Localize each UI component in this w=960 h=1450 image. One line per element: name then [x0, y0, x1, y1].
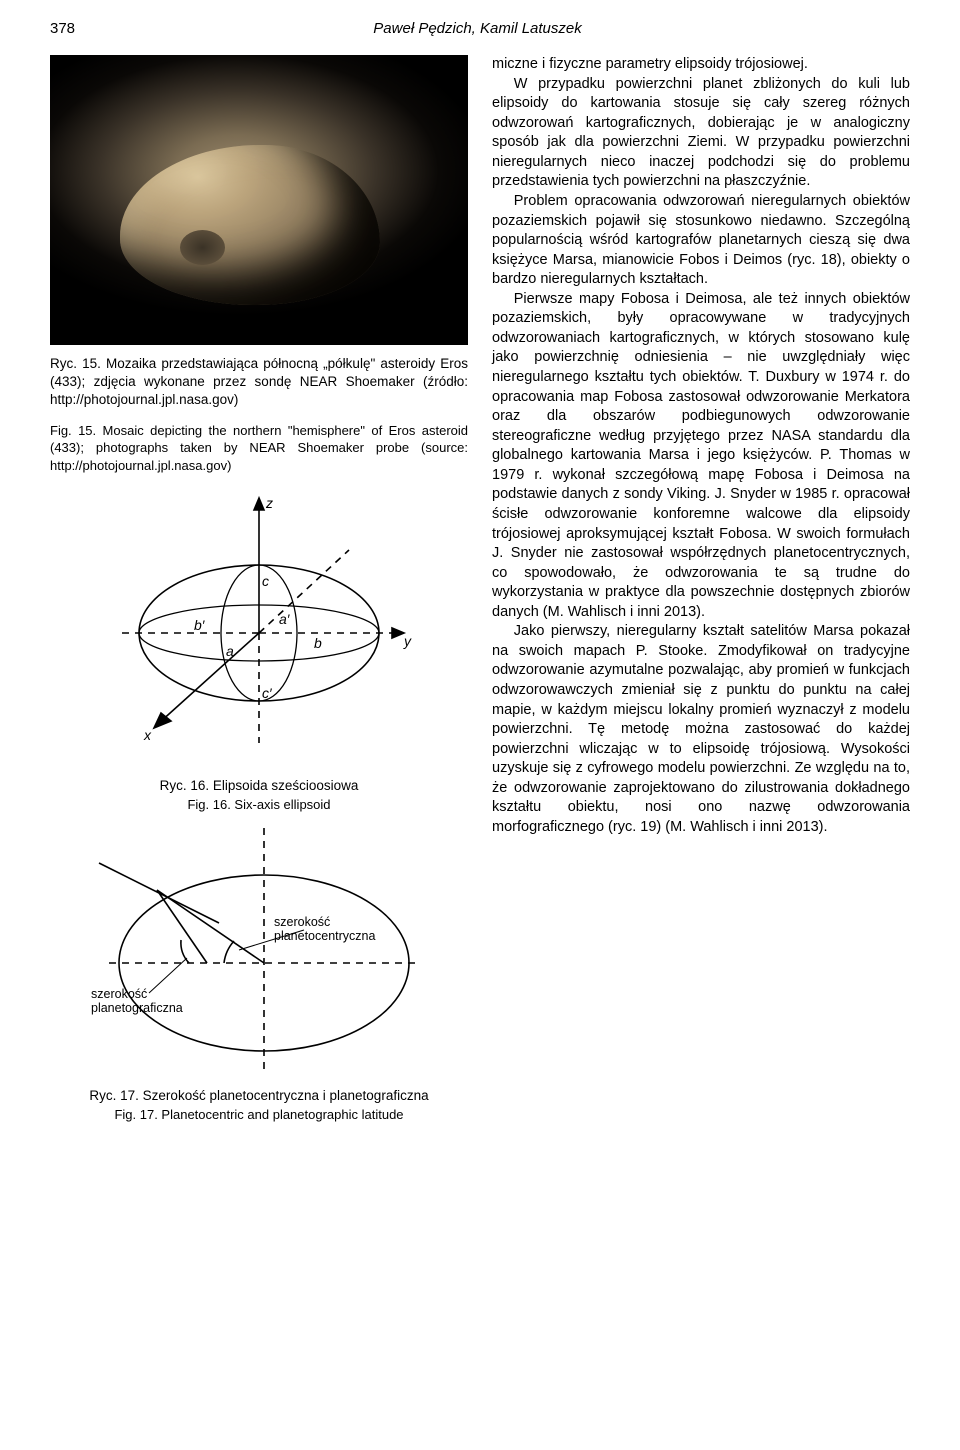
figure-17-caption-en: Fig. 17. Planetocentric and planetograph…: [50, 1107, 468, 1122]
paragraph-1: miczne i fizyczne parametry elipsoidy tr…: [492, 55, 910, 75]
authors: Paweł Pędzich, Kamil Latuszek: [75, 20, 880, 37]
paragraph-2: W przypadku powierzchni planet zbliżonyc…: [492, 75, 910, 192]
label-c: c: [262, 573, 269, 589]
figure-15-caption-pl: Ryc. 15. Mozaika przedstawiająca północn…: [50, 355, 468, 410]
paragraph-4: Pierwsze mapy Fobosa i Deimosa, ale też …: [492, 290, 910, 623]
figure-16-caption-pl: Ryc. 16. Elipsoida sześcioosiowa: [50, 778, 468, 793]
label-a: a: [226, 643, 234, 659]
axis-z-label: z: [265, 495, 273, 511]
axis-x-label: x: [143, 727, 152, 743]
label-b: b: [314, 635, 322, 651]
page-header: 378 Paweł Pędzich, Kamil Latuszek: [50, 20, 910, 37]
label-ap: a′: [279, 611, 291, 627]
label-bp: b′: [194, 617, 206, 633]
figure-16-caption-en: Fig. 16. Six-axis ellipsoid: [50, 797, 468, 812]
figure-17-latitude-diagram: szerokość planetocentryczna szerokość pl…: [89, 828, 429, 1078]
right-column: miczne i fizyczne parametry elipsoidy tr…: [492, 55, 910, 1126]
axis-y-label: y: [403, 633, 412, 649]
paragraph-3: Problem opracowania odwzorowań nieregula…: [492, 192, 910, 290]
figure-16-ellipsoid-diagram: z y x c c′ a a′ b b′: [104, 488, 414, 768]
page-number: 378: [50, 20, 75, 37]
figure-17-caption-pl: Ryc. 17. Szerokość planetocentryczna i p…: [50, 1088, 468, 1103]
two-column-layout: Ryc. 15. Mozaika przedstawiająca północn…: [50, 55, 910, 1126]
planetographic-label: szerokość planetograficzna: [91, 987, 183, 1015]
label-cp: c′: [262, 685, 273, 701]
left-column: Ryc. 15. Mozaika przedstawiająca północn…: [50, 55, 468, 1126]
planetocentric-label: szerokość planetocentryczna: [274, 915, 376, 943]
figure-15-asteroid-image: [50, 55, 468, 345]
paragraph-5: Jako pierwszy, nieregularny kształt sate…: [492, 622, 910, 837]
figure-15-caption-en: Fig. 15. Mosaic depicting the northern "…: [50, 422, 468, 475]
